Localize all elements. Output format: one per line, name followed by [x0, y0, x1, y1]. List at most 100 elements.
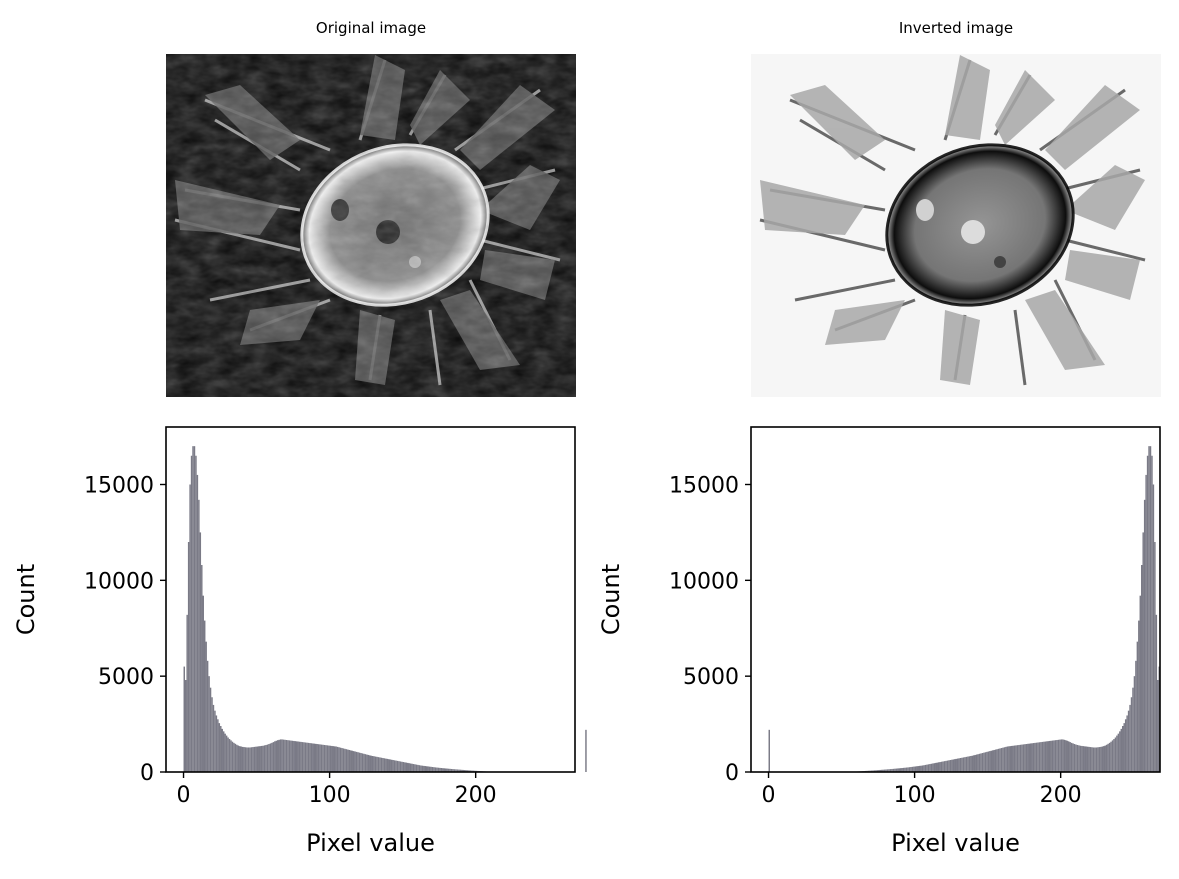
histogram-bar: [332, 746, 334, 772]
histogram-bar: [1046, 741, 1048, 772]
y-tick-label: 5000: [683, 665, 739, 690]
histogram-bar: [383, 758, 386, 772]
histogram-original: 0 100 200 0 5000 10000 15000 Pixel value Count: [12, 426, 587, 857]
axes-frame: [165, 426, 576, 773]
histogram-bar: [1028, 743, 1030, 772]
histogram-bar: [907, 767, 909, 772]
y-tick-label: 5000: [98, 665, 154, 690]
histogram-bar: [943, 761, 946, 772]
histogram-bar: [1100, 746, 1102, 772]
histogram-bar: [924, 764, 927, 772]
histogram-bar: [1072, 743, 1074, 772]
histogram-bar: [1081, 745, 1083, 772]
x-tick-label: 100: [309, 783, 351, 808]
histogram-bar: [290, 740, 292, 772]
histogram-bar: [350, 750, 352, 772]
histogram-bar: [183, 666, 185, 772]
histogram-bar: [466, 770, 469, 772]
histogram-bar: [878, 770, 880, 772]
histogram-bar: [926, 764, 928, 772]
histogram-bar: [366, 754, 368, 772]
histogram-bar: [247, 747, 250, 772]
histogram-bar: [214, 710, 216, 772]
histogram-bar: [1088, 746, 1090, 772]
histogram-bar: [1116, 735, 1118, 772]
histogram-bar: [357, 752, 359, 772]
histogram-bar: [293, 740, 295, 772]
histogram-bar: [1107, 743, 1109, 772]
histogram-bar: [221, 728, 223, 772]
histogram-bar: [980, 753, 982, 772]
histogram-bar: [281, 739, 283, 772]
histogram-bar: [1075, 744, 1077, 772]
histogram-bar: [929, 764, 931, 772]
histogram-bar: [300, 741, 302, 772]
histogram-bar: [222, 731, 225, 772]
histogram-bar: [956, 758, 959, 772]
histogram-bar: [218, 723, 221, 772]
histogram-bar: [973, 755, 975, 772]
histogram-bar: [333, 746, 336, 772]
y-axis-label: Count: [12, 564, 40, 635]
histogram-bar: [439, 767, 441, 772]
histogram-bar: [440, 768, 443, 772]
histogram-bar: [301, 742, 304, 772]
histogram-bar: [282, 739, 285, 772]
histogram-bar: [1085, 746, 1087, 772]
histogram-bar: [873, 770, 876, 772]
histogram-bar: [258, 746, 260, 772]
y-axis-label: Count: [597, 564, 625, 635]
histogram-bar: [1113, 739, 1115, 772]
histogram-bar: [1138, 620, 1140, 772]
histogram-bar: [436, 767, 438, 772]
histogram-bar: [367, 754, 370, 772]
histogram-bar: [420, 765, 422, 772]
histogram-bar: [437, 767, 440, 772]
histogram-bar: [935, 762, 937, 772]
histogram-bar: [269, 743, 272, 772]
histogram-bar: [412, 764, 415, 772]
histogram-bar: [1056, 739, 1058, 772]
y-tick-label: 10000: [84, 569, 154, 594]
histogram-bar: [201, 565, 203, 772]
histogram-bar: [967, 756, 969, 772]
histogram-bar: [1000, 748, 1003, 772]
histogram-bar: [423, 765, 425, 772]
histogram-bar: [215, 715, 218, 772]
histogram-bar: [217, 719, 219, 772]
histogram-bar: [1002, 747, 1004, 772]
histogram-bar: [921, 765, 924, 772]
histogram-bar: [899, 768, 902, 772]
histogram-bar: [1086, 746, 1089, 772]
histogram-bar: [1047, 741, 1049, 772]
histogram-bar: [240, 746, 242, 772]
histogram-bar: [1008, 746, 1010, 772]
histogram-bar: [1035, 742, 1038, 772]
histogram-bar: [1013, 745, 1016, 772]
histogram-bar: [385, 758, 387, 772]
histogram-bar: [952, 759, 955, 772]
histogram-bar: [1095, 747, 1098, 772]
histogram-bar: [1037, 742, 1039, 772]
histogram-bar: [883, 769, 886, 772]
histogram-bar: [1123, 723, 1125, 772]
histogram-bar: [306, 742, 308, 772]
histogram-bar: [294, 741, 297, 772]
histogram-bar: [958, 758, 960, 772]
histogram-bar: [897, 768, 899, 772]
histogram-bar: [456, 769, 459, 772]
histogram-bar: [277, 740, 279, 772]
histogram-bar: [237, 745, 240, 772]
histogram-bar: [399, 761, 402, 772]
histogram-bar: [230, 740, 232, 772]
histogram-bar: [939, 762, 941, 772]
histogram-bar: [364, 754, 367, 772]
histogram-bar: [285, 739, 288, 772]
histogram-bar: [184, 680, 187, 772]
histogram-bar: [1132, 687, 1134, 772]
histogram-bar: [458, 769, 460, 772]
histogram-bar: [376, 756, 378, 772]
histogram-bar: [208, 676, 210, 772]
histogram-bar: [987, 751, 990, 772]
histogram-bar: [396, 760, 399, 772]
